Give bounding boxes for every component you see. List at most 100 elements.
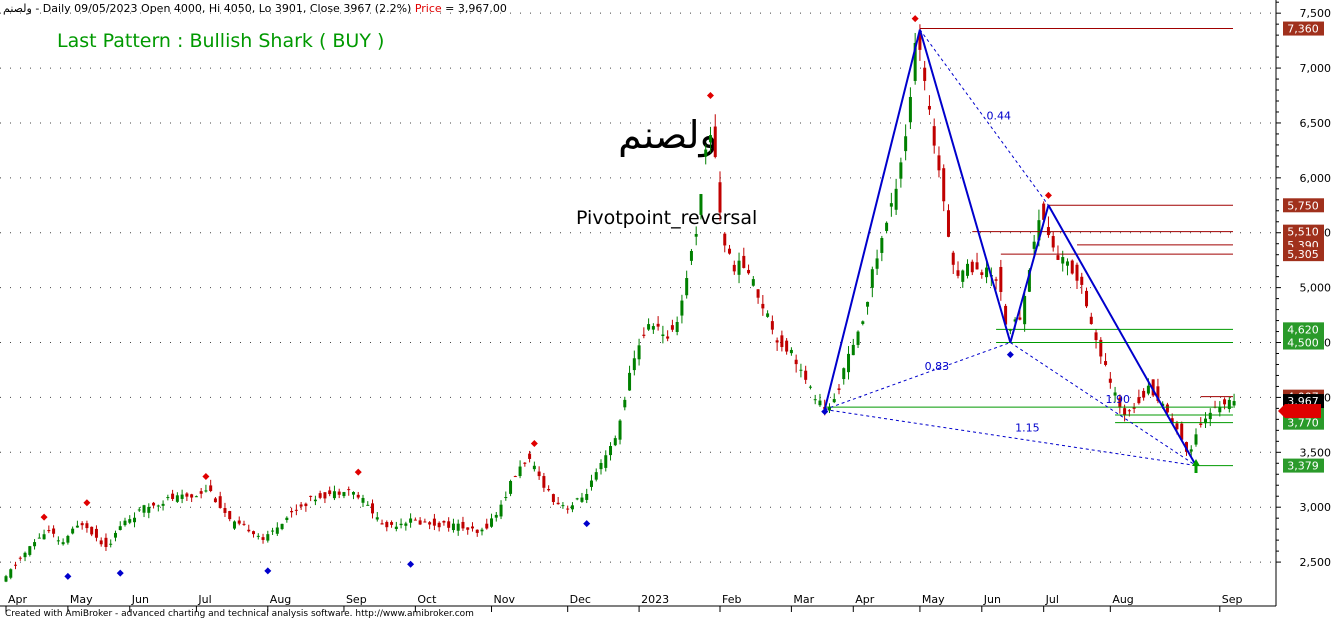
candle-body	[785, 340, 789, 352]
candle-body	[1180, 423, 1184, 440]
x-tick-label: Jun	[131, 593, 149, 606]
pattern-ratio-label: 0.44	[987, 110, 1012, 123]
header-ohlc: - Daily 09/05/2023 Open 4000, Hi 4050, L…	[32, 2, 415, 15]
candle-body	[228, 511, 232, 520]
candle-body	[1089, 316, 1093, 324]
candle-body	[480, 529, 484, 532]
level-value-box	[1283, 247, 1324, 262]
candle-body	[366, 504, 370, 506]
candle-body	[80, 523, 84, 526]
footer-credit: Created with AmiBroker - advanced charti…	[5, 609, 474, 619]
candle-body	[61, 542, 65, 545]
candle-body	[14, 564, 18, 566]
candle-body	[975, 262, 979, 270]
candlestick-series	[4, 24, 1236, 583]
candle-body	[1194, 434, 1198, 445]
pattern-ratio-line	[1010, 342, 1197, 467]
candle-body	[732, 264, 736, 272]
candle-body	[461, 521, 465, 529]
candle-body	[313, 499, 317, 502]
pattern-leg	[823, 29, 921, 410]
candle-body	[299, 504, 303, 507]
candle-body	[328, 490, 332, 495]
candle-body	[52, 528, 56, 534]
candle-body	[309, 495, 313, 497]
candle-body	[651, 326, 655, 330]
candle-body	[580, 497, 584, 502]
candle-body	[1032, 241, 1036, 249]
candle-body	[271, 530, 275, 532]
candle-body	[252, 531, 256, 535]
x-tick-label: Apr	[8, 593, 28, 606]
candle-body	[123, 520, 127, 526]
candle-body	[490, 518, 494, 527]
candle-body	[1108, 378, 1112, 383]
candle-body	[199, 491, 203, 494]
candle-body	[356, 494, 360, 498]
candle-body	[294, 509, 298, 511]
candle-body	[104, 537, 108, 548]
candle-body	[813, 399, 817, 401]
candle-body	[704, 149, 708, 157]
candle-body	[1118, 397, 1122, 408]
candle-body	[528, 453, 532, 459]
pivot-high-marker	[911, 15, 919, 23]
candle-body	[1218, 406, 1222, 413]
y-tick-label: 3,500	[1300, 446, 1332, 459]
level-value-label: 7,360	[1287, 23, 1319, 36]
candle-body	[942, 168, 946, 202]
candle-body	[518, 466, 522, 477]
candle-body	[789, 349, 793, 354]
candle-body	[899, 162, 903, 179]
candle-body	[1013, 319, 1017, 322]
pattern-ratio-line	[919, 29, 1049, 206]
y-tick-label: 3,000	[1300, 501, 1332, 514]
candle-body	[1075, 264, 1079, 281]
candle-body	[542, 476, 546, 488]
y-tick-label: 5,000	[1300, 282, 1332, 295]
candle-body	[47, 530, 51, 532]
candle-body	[1113, 392, 1117, 396]
candle-body	[827, 406, 831, 411]
level-value-label: 3,379	[1287, 460, 1319, 473]
x-tick-label: Aug	[1112, 593, 1133, 606]
x-tick-label: Sep	[1222, 593, 1243, 606]
candle-body	[637, 345, 641, 360]
candle-body	[1080, 276, 1084, 285]
candle-body	[1004, 305, 1008, 325]
watermark-symbol: ولصنم	[618, 113, 718, 158]
candle-body	[718, 182, 722, 213]
candle-body	[390, 522, 394, 525]
candle-body	[290, 511, 294, 513]
candle-body	[832, 399, 836, 403]
candle-body	[689, 250, 693, 261]
pivot-low-marker	[64, 572, 72, 580]
candle-body	[37, 537, 41, 539]
candle-body	[1065, 261, 1069, 266]
candle-body	[1132, 407, 1136, 409]
candle-body	[675, 322, 679, 332]
pivot-high-marker	[83, 499, 91, 507]
candle-body	[33, 542, 37, 547]
candle-body	[394, 526, 398, 530]
candle-body	[152, 502, 156, 506]
level-value-label: 5,750	[1287, 199, 1319, 212]
pattern-ratio-line	[824, 342, 1011, 410]
candle-body	[585, 494, 589, 500]
x-tick-label: Dec	[570, 593, 591, 606]
candle-body	[1127, 410, 1131, 412]
candle-body	[94, 528, 98, 538]
candle-body	[1137, 397, 1141, 404]
candle-body	[423, 521, 427, 523]
pivot-high-marker	[40, 513, 48, 521]
candle-body	[1051, 236, 1055, 248]
candle-body	[980, 272, 984, 275]
candle-body	[1061, 257, 1065, 264]
candle-body	[661, 334, 665, 337]
candle-body	[685, 278, 689, 296]
candle-body	[556, 502, 560, 505]
candle-body	[1023, 295, 1027, 325]
candle-body	[680, 300, 684, 316]
x-axis: Apr May Jun Jul Aug Sep Oct Nov Dec 2023 Feb Mar Apr…	[5, 593, 1243, 612]
buy-arrow-icon	[1192, 458, 1200, 473]
